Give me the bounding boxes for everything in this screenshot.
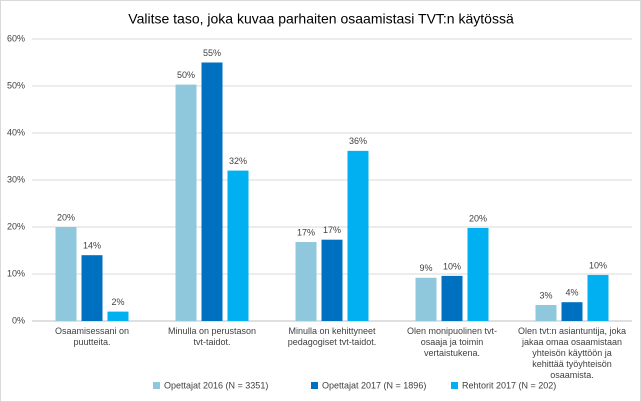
x-tick-label: Olen tvt:n asiantuntija, joka jakaa omaa… bbox=[517, 326, 627, 380]
value-label: 55% bbox=[203, 48, 221, 58]
bar bbox=[321, 239, 343, 321]
value-label: 32% bbox=[229, 156, 247, 166]
bar bbox=[55, 227, 77, 321]
value-label: 10% bbox=[589, 260, 607, 270]
bar bbox=[467, 227, 489, 321]
legend-label: Rehtorit 2017 (N = 202) bbox=[462, 380, 556, 390]
x-tick-label: Osaamisessani on puutteita. bbox=[54, 326, 130, 347]
y-tick-label: 50% bbox=[7, 80, 25, 90]
value-label: 17% bbox=[323, 225, 341, 235]
bar bbox=[175, 84, 197, 321]
bar bbox=[227, 170, 249, 321]
y-tick-label: 0% bbox=[12, 315, 25, 325]
y-tick-label: 10% bbox=[7, 268, 25, 278]
value-label: 50% bbox=[177, 70, 195, 80]
bar bbox=[201, 62, 223, 321]
value-label: 20% bbox=[469, 213, 487, 223]
y-tick-label: 30% bbox=[7, 174, 25, 184]
value-label: 2% bbox=[111, 297, 124, 307]
legend-label: Opettajat 2017 (N = 1896) bbox=[322, 380, 426, 390]
x-tick-label: Minulla on kehittyneet pedagogiset tvt-t… bbox=[287, 326, 377, 347]
value-label: 9% bbox=[419, 263, 432, 273]
bar bbox=[441, 275, 463, 321]
bar bbox=[107, 311, 129, 321]
bar bbox=[561, 302, 583, 321]
value-label: 36% bbox=[349, 136, 367, 146]
x-tick-label: Olen monipuolinen tvt-osaaja ja toimin v… bbox=[406, 326, 498, 358]
x-tick-label: Minulla on perustason tvt-taidot. bbox=[167, 326, 257, 347]
chart-title: Valitse taso, joka kuvaa parhaiten osaam… bbox=[128, 11, 514, 27]
bar bbox=[295, 242, 317, 321]
value-label: 20% bbox=[57, 212, 75, 222]
bar bbox=[415, 277, 437, 321]
value-label: 3% bbox=[539, 290, 552, 300]
bar bbox=[347, 150, 369, 321]
value-label: 4% bbox=[565, 288, 578, 298]
value-label: 17% bbox=[297, 227, 315, 237]
legend-swatch bbox=[451, 382, 458, 389]
bar bbox=[535, 305, 557, 321]
y-tick-label: 20% bbox=[7, 221, 25, 231]
y-tick-label: 60% bbox=[7, 33, 25, 43]
y-tick-label: 40% bbox=[7, 127, 25, 137]
legend-swatch bbox=[311, 382, 318, 389]
bar bbox=[587, 274, 609, 321]
bar bbox=[81, 255, 103, 321]
value-label: 14% bbox=[83, 241, 101, 251]
legend-swatch bbox=[153, 382, 160, 389]
legend-label: Opettajat 2016 (N = 3351) bbox=[164, 380, 268, 390]
value-label: 10% bbox=[443, 261, 461, 271]
